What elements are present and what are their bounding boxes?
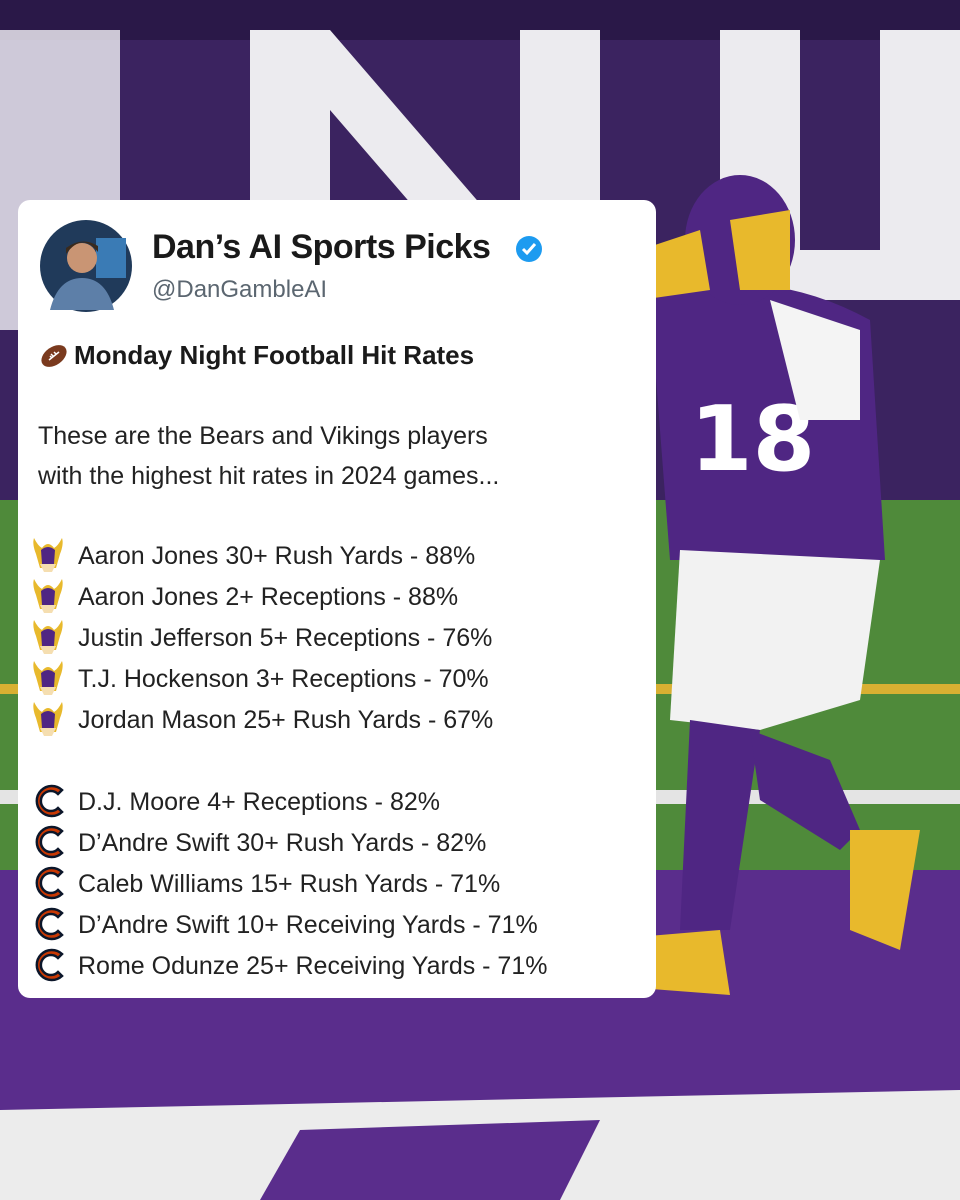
account-name: Dan’s AI Sports Picks: [152, 228, 491, 266]
vikings-icon: [33, 702, 63, 736]
pick-line: Rome Odunze 25+ Receiving Yards - 71%: [78, 952, 548, 980]
avatar: [40, 220, 132, 312]
bears-icon: [35, 784, 64, 818]
pick-line: Jordan Mason 25+ Rush Yards - 67%: [78, 706, 494, 734]
bears-icon: [35, 907, 64, 941]
intro-line: with the highest hit rates in 2024 games…: [38, 462, 500, 490]
vikings-icon: [33, 620, 63, 654]
svg-text:18: 18: [690, 387, 815, 492]
post-heading: Monday Night Football Hit Rates: [74, 340, 475, 370]
pick-line: D’Andre Swift 30+ Rush Yards - 82%: [78, 829, 487, 857]
bears-icon: [35, 866, 64, 900]
post-card: Dan’s AI Sports Picks @DanGambleAI Monda…: [18, 200, 656, 998]
vikings-icon: [33, 538, 63, 572]
account-handle: @DanGambleAI: [152, 276, 328, 303]
pick-line: D’Andre Swift 10+ Receiving Yards - 71%: [78, 911, 538, 939]
intro-line: These are the Bears and Vikings players: [38, 422, 488, 450]
pick-line: Caleb Williams 15+ Rush Yards - 71%: [78, 870, 501, 898]
pick-line: Aaron Jones 30+ Rush Yards - 88%: [78, 542, 476, 570]
football-icon: [41, 345, 67, 367]
vikings-icon: [33, 579, 63, 613]
pick-line: D.J. Moore 4+ Receptions - 82%: [78, 788, 440, 816]
pick-line: T.J. Hockenson 3+ Receptions - 70%: [78, 665, 489, 693]
bears-icon: [35, 825, 64, 859]
vikings-icon: [33, 661, 63, 695]
pick-line: Aaron Jones 2+ Receptions - 88%: [78, 583, 459, 611]
pick-line: Justin Jefferson 5+ Receptions - 76%: [78, 624, 493, 652]
bears-icon: [35, 948, 64, 982]
verified-badge: [516, 236, 542, 262]
